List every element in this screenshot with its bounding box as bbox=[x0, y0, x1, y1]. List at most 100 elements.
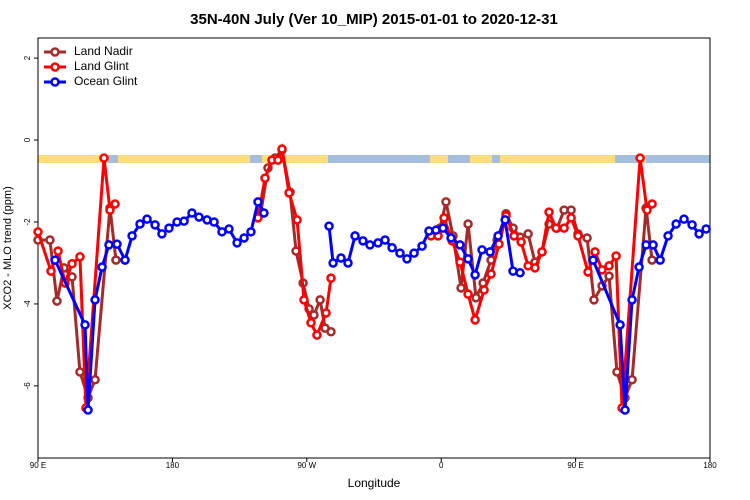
legend-label: Ocean Glint bbox=[74, 74, 138, 88]
legend-label: Land Glint bbox=[74, 59, 129, 73]
y-tick-label: -4 bbox=[23, 300, 32, 308]
point bbox=[446, 233, 456, 243]
point bbox=[647, 199, 657, 209]
point bbox=[438, 223, 448, 233]
point bbox=[380, 235, 390, 245]
land-strip bbox=[430, 155, 448, 163]
point bbox=[112, 239, 122, 249]
point bbox=[111, 255, 121, 265]
legend-marker bbox=[50, 47, 60, 57]
point bbox=[105, 205, 115, 215]
point bbox=[701, 224, 711, 234]
x-tick-label: 90 E bbox=[567, 461, 583, 470]
point bbox=[417, 241, 427, 251]
point bbox=[135, 219, 145, 229]
point bbox=[224, 224, 234, 234]
point bbox=[588, 255, 598, 265]
chart-title: 35N-40N July (Ver 10_MIP) 2015-01-01 to … bbox=[190, 11, 558, 28]
point bbox=[655, 255, 665, 265]
point bbox=[67, 259, 77, 269]
point bbox=[45, 235, 55, 245]
point bbox=[164, 223, 174, 233]
point bbox=[515, 268, 525, 278]
series bbox=[50, 197, 711, 415]
point bbox=[83, 405, 93, 415]
point bbox=[52, 296, 62, 306]
point bbox=[299, 295, 309, 305]
point bbox=[590, 247, 600, 257]
x-tick-label: 180 bbox=[703, 461, 717, 470]
point bbox=[463, 254, 473, 264]
series bbox=[33, 145, 657, 403]
point bbox=[694, 229, 704, 239]
point bbox=[566, 205, 576, 215]
point bbox=[509, 231, 519, 241]
series bbox=[33, 143, 657, 413]
point bbox=[627, 295, 637, 305]
point bbox=[312, 330, 322, 340]
point bbox=[365, 240, 375, 250]
point bbox=[315, 295, 325, 305]
land-strip bbox=[470, 155, 492, 163]
point bbox=[209, 217, 219, 227]
point bbox=[387, 243, 397, 253]
point bbox=[326, 327, 336, 337]
point bbox=[470, 315, 480, 325]
point bbox=[395, 248, 405, 258]
legend-marker bbox=[50, 62, 60, 72]
point bbox=[635, 153, 645, 163]
point bbox=[642, 205, 652, 215]
point bbox=[648, 240, 658, 250]
point bbox=[647, 255, 657, 265]
point bbox=[306, 318, 316, 328]
y-axis-label: XCO2 - MLO trend (ppm) bbox=[2, 186, 14, 309]
point bbox=[120, 255, 130, 265]
point bbox=[142, 214, 152, 224]
point bbox=[439, 213, 449, 223]
point bbox=[179, 216, 189, 226]
point bbox=[246, 227, 256, 237]
point bbox=[456, 283, 466, 293]
point bbox=[324, 221, 334, 231]
point bbox=[441, 197, 451, 207]
point bbox=[604, 271, 614, 281]
x-tick-label: 90 W bbox=[297, 461, 316, 470]
land-strip bbox=[262, 155, 328, 163]
point bbox=[97, 262, 107, 272]
point bbox=[463, 219, 473, 229]
point bbox=[358, 236, 368, 246]
point bbox=[679, 214, 689, 224]
point bbox=[566, 213, 576, 223]
point bbox=[477, 245, 487, 255]
point bbox=[620, 405, 630, 415]
y-tick-label: 2 bbox=[23, 55, 32, 60]
point bbox=[530, 263, 540, 273]
point bbox=[90, 295, 100, 305]
point bbox=[239, 233, 249, 243]
point bbox=[537, 247, 547, 257]
point bbox=[99, 153, 109, 163]
point bbox=[53, 246, 63, 256]
x-tick-label: 90 E bbox=[30, 461, 46, 470]
point bbox=[615, 320, 625, 330]
y-tick-label: 0 bbox=[23, 137, 32, 142]
plot-frame bbox=[37, 37, 711, 459]
point bbox=[273, 155, 283, 165]
point bbox=[343, 258, 353, 268]
point bbox=[583, 267, 593, 277]
point bbox=[50, 255, 60, 265]
point bbox=[471, 293, 481, 303]
point bbox=[260, 173, 270, 183]
point bbox=[259, 208, 269, 218]
point bbox=[336, 253, 346, 263]
point bbox=[402, 254, 412, 264]
x-tick-label: 0 bbox=[439, 461, 444, 470]
point bbox=[157, 229, 167, 239]
point bbox=[551, 223, 561, 233]
point bbox=[455, 240, 465, 250]
ocean-strip bbox=[38, 155, 710, 163]
point bbox=[573, 231, 583, 241]
point bbox=[187, 208, 197, 218]
point bbox=[326, 273, 336, 283]
